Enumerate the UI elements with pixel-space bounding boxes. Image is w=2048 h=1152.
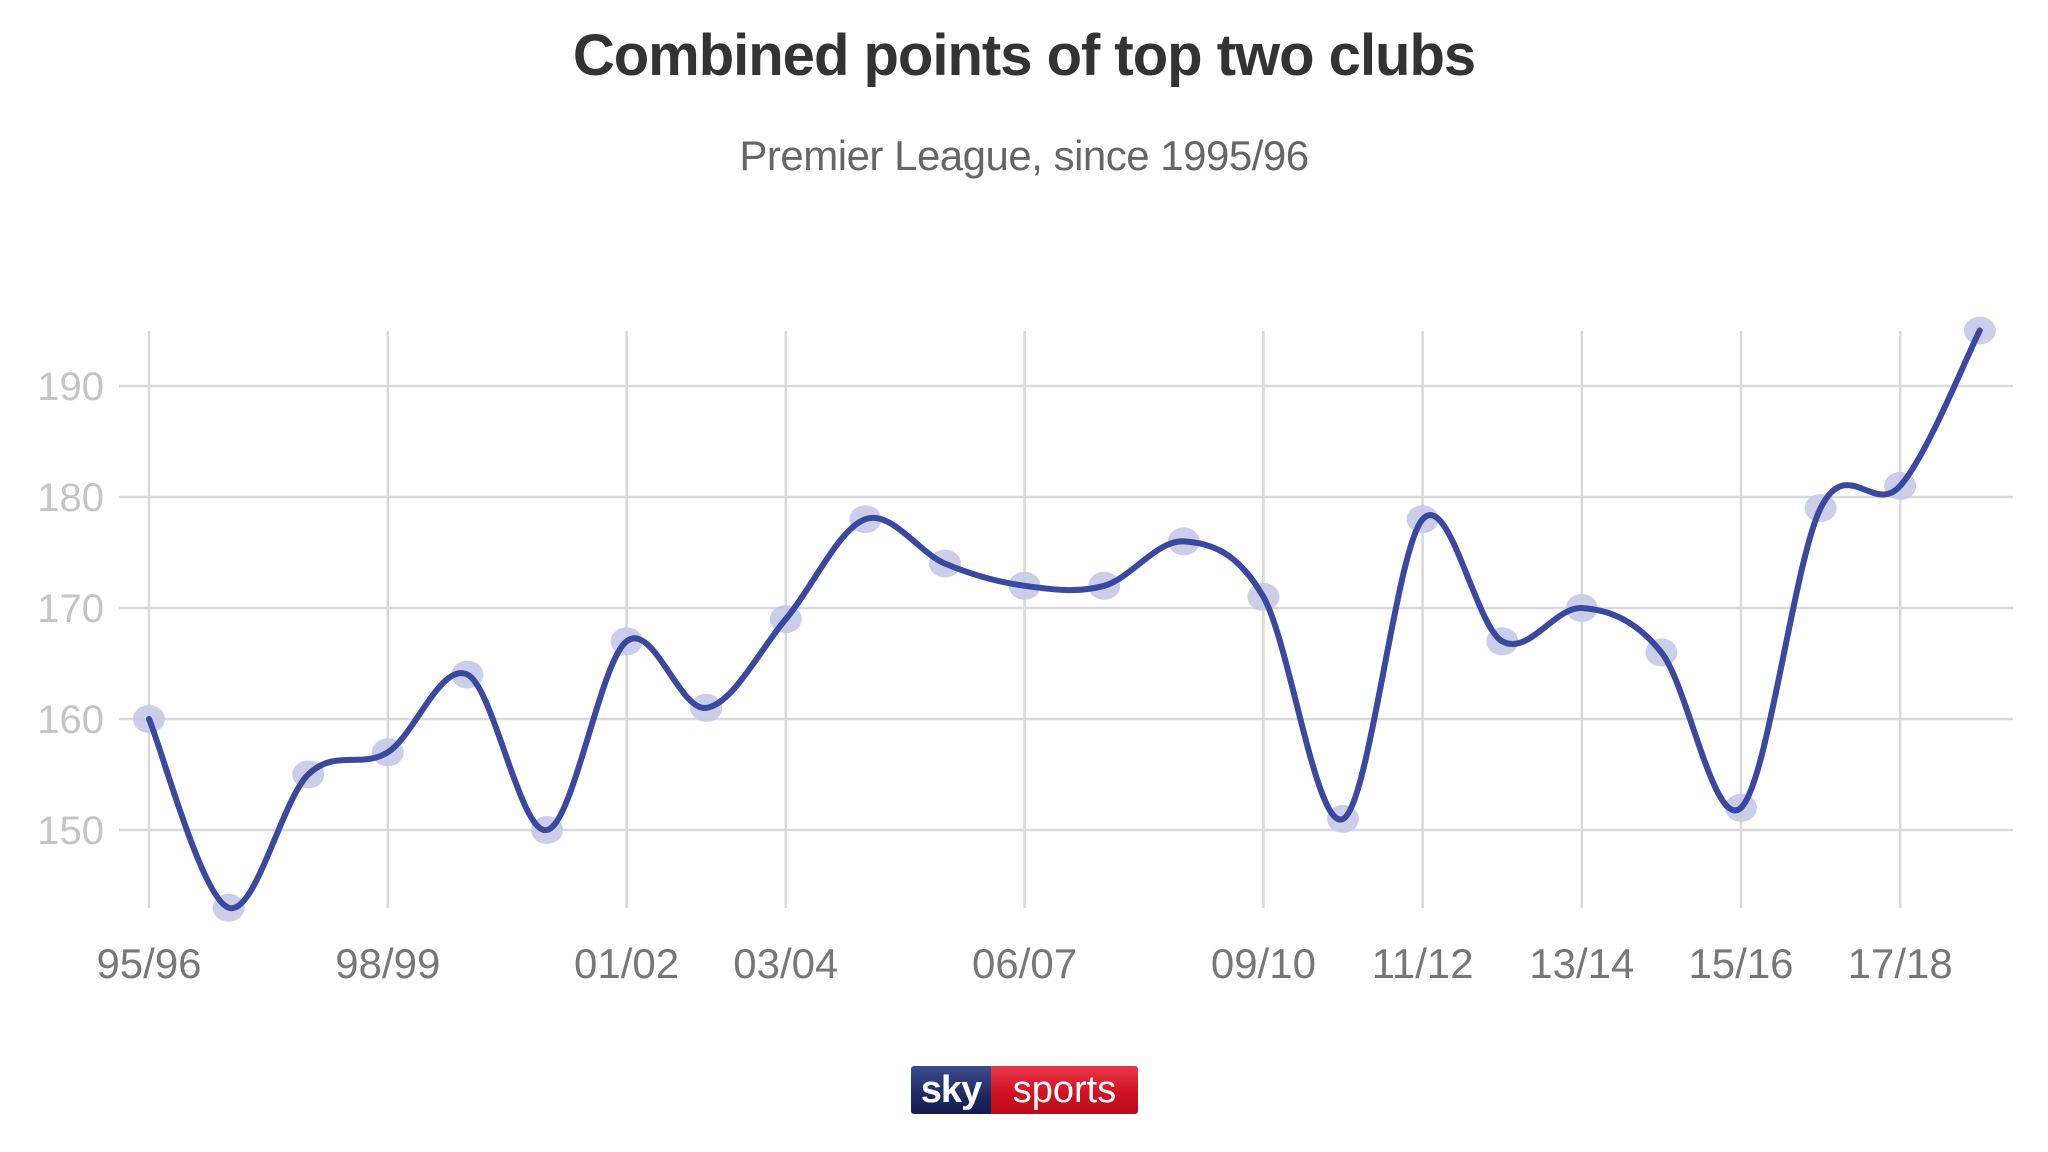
y-tick-label: 180 [37, 476, 104, 520]
x-tick-label: 11/12 [1372, 940, 1474, 987]
x-tick-label: 95/96 [96, 940, 201, 987]
x-tick-label: 09/10 [1211, 940, 1316, 987]
x-tick-label: 17/18 [1848, 940, 1953, 987]
vertical-gridlines [147, 331, 1902, 908]
chart-title: Combined points of top two clubs [572, 23, 1476, 88]
x-tick-label: 98/99 [335, 940, 440, 987]
y-tick-label: 160 [37, 698, 104, 742]
x-tick-label: 15/16 [1688, 940, 1793, 987]
sky-sports-logo: sky sports [911, 1066, 1138, 1114]
logo-sky-part: sky [911, 1066, 991, 1114]
y-tick-label: 170 [37, 587, 104, 631]
x-axis-tick-labels: 95/96 98/99 01/02 03/04 06/07 09/10 11/12 13/14… [96, 940, 1952, 987]
x-tick-label: 01/02 [574, 940, 679, 987]
series-line [146, 327, 1983, 911]
y-tick-label: 150 [37, 809, 104, 853]
x-tick-label: 03/04 [733, 940, 838, 987]
chart-subtitle: Premier League, since 1995/96 [739, 132, 1309, 179]
x-tick-label: 13/14 [1529, 940, 1634, 987]
logo-sports-part: sports [991, 1066, 1138, 1114]
y-tick-label: 190 [37, 365, 104, 409]
y-axis-tick-labels: 150 160 170 180 190 [37, 365, 104, 853]
horizontal-gridlines [119, 384, 2013, 832]
x-tick-label: 06/07 [972, 940, 1077, 987]
